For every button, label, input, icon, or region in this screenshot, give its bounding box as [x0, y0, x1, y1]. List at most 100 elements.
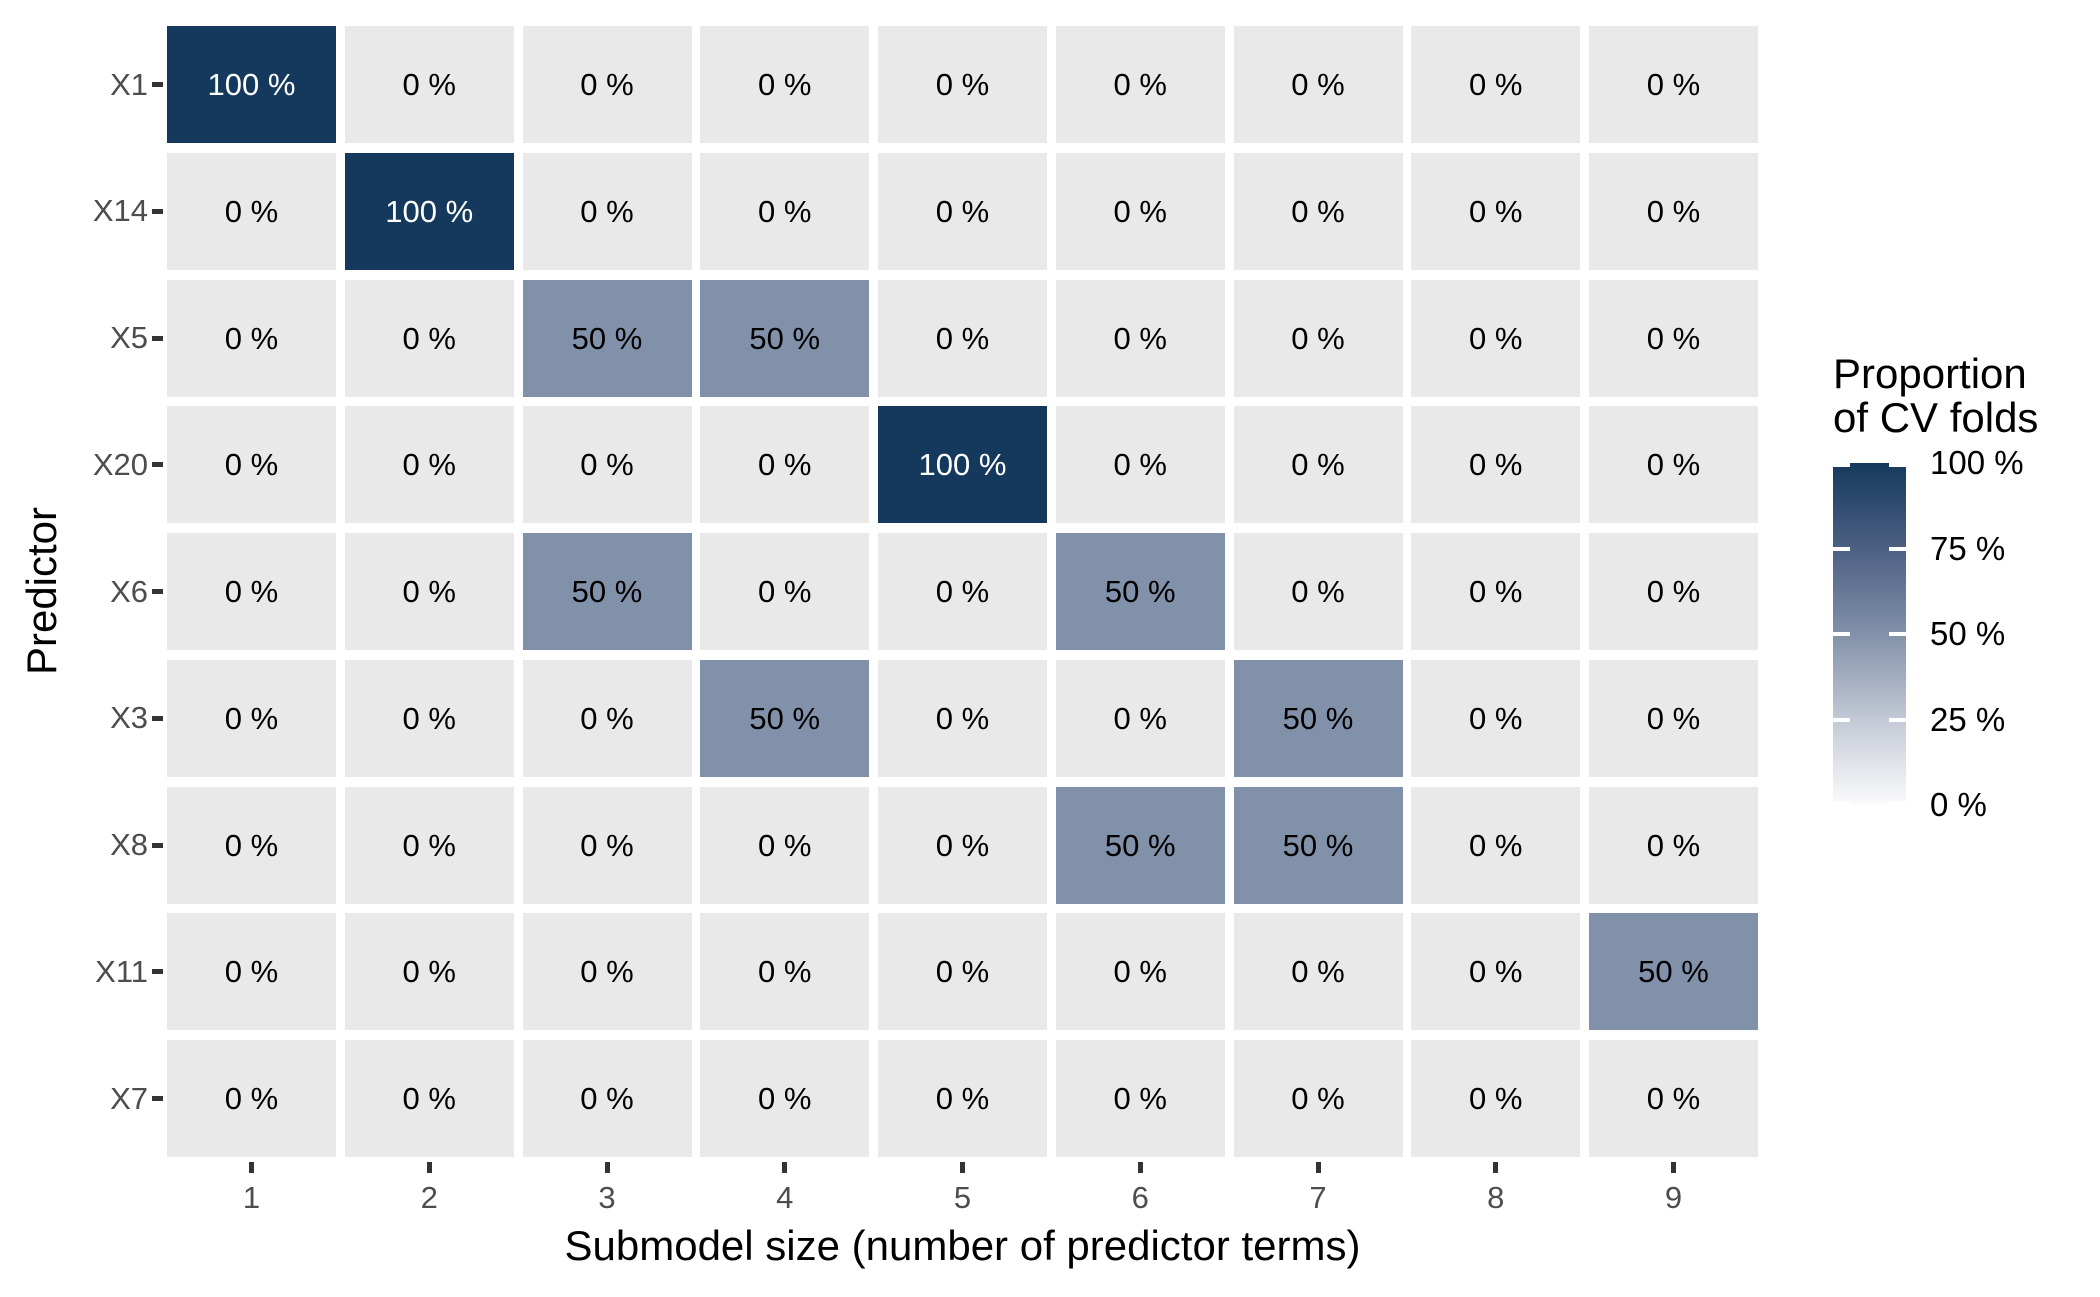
legend-tick-label: 75 % — [1930, 529, 2006, 567]
x-tick-label: 6 — [1131, 1180, 1149, 1215]
heatmap-cell: 0 % — [522, 786, 692, 904]
heatmap-cell: 0 % — [1233, 533, 1403, 650]
heatmap-cell: 0 % — [1589, 786, 1758, 904]
heatmap-cell: 0 % — [344, 1040, 514, 1157]
heatmap-cell: 0 % — [522, 26, 692, 143]
heatmap-cell: 50 % — [700, 659, 870, 777]
y-tick-label: X14 — [92, 193, 148, 229]
heatmap-grid: 100 % 0 % 0 % 0 % 0 % 0 % 0 % 0 % 0 % 0 % 100 % 0 %… — [167, 26, 1758, 1157]
heatmap-cell: 0 % — [167, 1040, 336, 1157]
heatmap-cell: 0 % — [1589, 26, 1758, 143]
legend-tick-label: 25 % — [1930, 700, 2006, 738]
y-tick-mark — [152, 462, 163, 468]
x-tick-label: 5 — [953, 1180, 972, 1215]
heatmap-cell: 0 % — [522, 1040, 692, 1157]
legend-tick-mark — [1833, 717, 1850, 722]
heatmap-cell: 0 % — [344, 913, 514, 1031]
heatmap-cell: 100 % — [344, 152, 514, 270]
heatmap-cell: 50 % — [1055, 786, 1225, 904]
legend-tick-mark — [1889, 717, 1906, 722]
x-tick-mark — [249, 1162, 254, 1173]
legend-tick-label: 100 % — [1930, 444, 2024, 481]
heatmap-cell: 0 % — [1233, 406, 1403, 524]
heatmap-cell: 0 % — [1233, 913, 1403, 1031]
legend-tick-label: 0 % — [1930, 786, 1987, 823]
heatmap-cell: 0 % — [700, 786, 870, 904]
x-tick-label: 1 — [242, 1180, 261, 1215]
heatmap-cell: 0 % — [1411, 533, 1581, 650]
heatmap-cell: 0 % — [700, 913, 870, 1031]
heatmap-cell: 0 % — [1055, 1040, 1225, 1157]
heatmap-cell: 0 % — [1589, 279, 1758, 397]
heatmap-cell: 0 % — [700, 533, 870, 650]
heatmap-cell: 0 % — [1055, 659, 1225, 777]
x-tick-mark — [1137, 1162, 1143, 1173]
legend-tick-mark — [1889, 632, 1906, 636]
heatmap-cell: 0 % — [344, 406, 514, 524]
y-tick-label: X8 — [110, 827, 148, 862]
heatmap-cell: 0 % — [878, 533, 1047, 650]
heatmap-cell: 0 % — [878, 26, 1047, 143]
x-tick-label: 9 — [1664, 1180, 1683, 1215]
heatmap-cell: 0 % — [1411, 786, 1581, 904]
y-tick-label: X6 — [110, 573, 148, 609]
heatmap-cell: 50 % — [1233, 786, 1403, 904]
x-tick-mark — [1315, 1162, 1321, 1173]
x-tick-label: 8 — [1487, 1180, 1505, 1215]
x-tick-label: 4 — [776, 1180, 794, 1215]
heatmap-cell: 0 % — [1411, 406, 1581, 524]
y-tick-mark — [152, 82, 163, 87]
x-tick-mark — [1671, 1162, 1676, 1173]
y-tick-mark — [152, 715, 163, 721]
legend-title-line1: Proportion — [1833, 350, 2027, 397]
legend-title: Proportion of CV folds — [1833, 352, 2038, 440]
heatmap-cell: 100 % — [878, 406, 1047, 524]
heatmap-cell: 0 % — [344, 279, 514, 397]
legend-tick-mark — [1889, 463, 1906, 467]
heatmap-cell: 50 % — [700, 279, 870, 397]
heatmap-cell: 0 % — [878, 279, 1047, 397]
x-axis-title: Submodel size (number of predictor terms… — [564, 1222, 1361, 1269]
heatmap-cell: 0 % — [1233, 279, 1403, 397]
heatmap-cell: 0 % — [878, 913, 1047, 1031]
x-tick-label: 3 — [598, 1180, 616, 1215]
y-tick-label: X11 — [95, 953, 148, 989]
heatmap-cell: 0 % — [700, 406, 870, 524]
heatmap-cell: 0 % — [1411, 913, 1581, 1031]
heatmap-cell: 100 % — [167, 26, 336, 143]
heatmap-cell: 0 % — [167, 659, 336, 777]
heatmap-cell: 0 % — [167, 786, 336, 904]
heatmap-cell: 50 % — [522, 279, 692, 397]
y-tick-label: X1 — [110, 66, 148, 102]
heatmap-cell: 0 % — [1411, 659, 1581, 777]
legend-tick-mark — [1833, 801, 1850, 805]
heatmap-cell: 0 % — [522, 913, 692, 1031]
heatmap-cell: 0 % — [1055, 913, 1225, 1031]
y-tick-label: X5 — [110, 320, 148, 355]
y-tick-mark — [152, 208, 163, 214]
heatmap-cell: 0 % — [1411, 26, 1581, 143]
x-tick-mark — [1493, 1162, 1499, 1173]
heatmap-cell: 0 % — [1589, 152, 1758, 270]
heatmap-cell: 0 % — [1411, 279, 1581, 397]
legend-gradient-bar — [1833, 463, 1906, 805]
heatmap-cell: 0 % — [344, 659, 514, 777]
y-tick-mark — [152, 969, 163, 975]
heatmap-cell: 0 % — [167, 152, 336, 270]
heatmap-cell: 0 % — [522, 659, 692, 777]
heatmap-cell: 0 % — [1411, 152, 1581, 270]
heatmap-cell: 50 % — [1589, 913, 1758, 1031]
x-tick-mark — [960, 1162, 965, 1173]
heatmap-cell: 50 % — [1233, 659, 1403, 777]
heatmap-cell: 0 % — [522, 152, 692, 270]
legend-tick-label: 50 % — [1930, 615, 2006, 652]
heatmap-cell: 0 % — [344, 786, 514, 904]
heatmap-cell: 0 % — [1055, 279, 1225, 397]
heatmap-cell: 0 % — [1233, 26, 1403, 143]
heatmap-cell: 0 % — [1055, 406, 1225, 524]
heatmap-cell: 0 % — [167, 279, 336, 397]
x-tick-mark — [782, 1162, 788, 1173]
heatmap-cell: 0 % — [1589, 1040, 1758, 1157]
heatmap-cell: 0 % — [878, 1040, 1047, 1157]
